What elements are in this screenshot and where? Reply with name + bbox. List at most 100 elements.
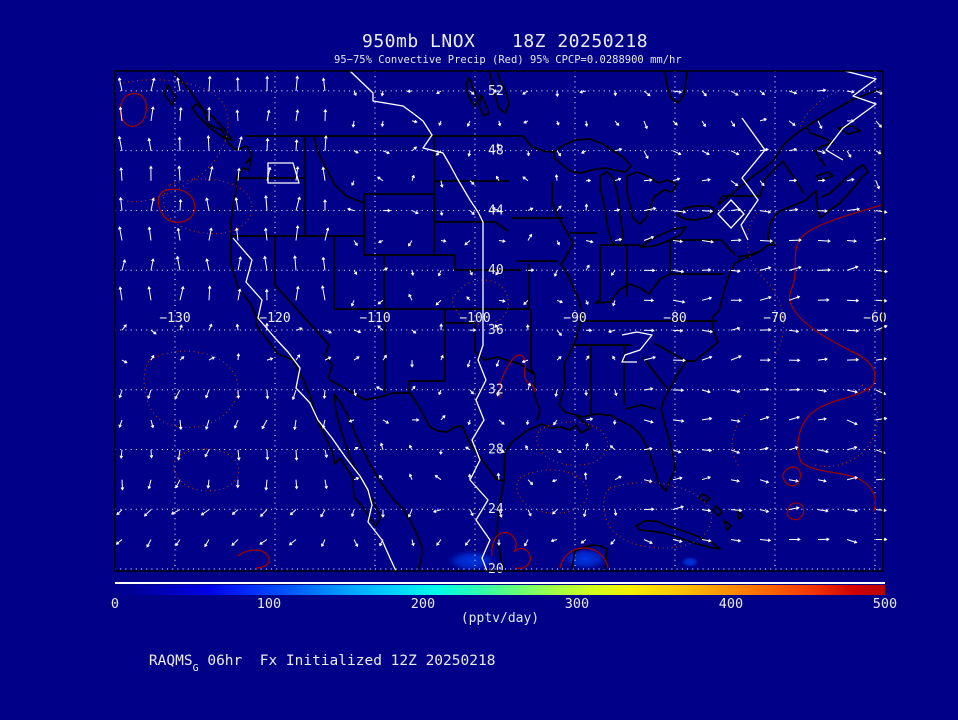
wind-vector bbox=[556, 150, 562, 157]
wind-vector bbox=[466, 359, 471, 368]
wind-vector bbox=[379, 442, 384, 450]
wind-vector bbox=[608, 329, 616, 334]
wind-vector bbox=[759, 358, 771, 362]
lon-tick-label: −100 bbox=[459, 311, 490, 326]
wind-vector bbox=[643, 328, 655, 333]
wind-vector bbox=[555, 90, 560, 98]
wind-vector bbox=[556, 356, 562, 361]
wind-vector bbox=[353, 389, 357, 397]
wind-vector bbox=[179, 285, 185, 301]
wind-vector bbox=[759, 327, 772, 332]
wind-vector bbox=[204, 449, 210, 458]
wind-vector bbox=[580, 539, 587, 544]
wind-vector bbox=[875, 180, 880, 190]
colorbar-tick: 400 bbox=[718, 596, 744, 612]
wind-vector bbox=[170, 509, 181, 515]
wind-vector bbox=[208, 323, 213, 331]
wind-vector bbox=[118, 419, 123, 428]
wind-vector bbox=[208, 356, 216, 361]
wind-vector bbox=[179, 356, 185, 361]
wind-vector bbox=[556, 329, 562, 337]
precip-contour-dotted-layer bbox=[114, 79, 879, 549]
wind-vector bbox=[411, 119, 418, 124]
wind-vector bbox=[553, 270, 558, 277]
wind-vector bbox=[551, 478, 558, 483]
wind-vector bbox=[434, 475, 442, 481]
wind-vector bbox=[846, 119, 855, 123]
lon-tick-label: −90 bbox=[563, 311, 586, 326]
wind-vector bbox=[231, 509, 239, 515]
wind-vector bbox=[730, 449, 741, 454]
wind-vector bbox=[436, 90, 442, 94]
wind-vector bbox=[875, 357, 888, 361]
wind-vector bbox=[496, 389, 500, 397]
wind-vector bbox=[178, 419, 183, 431]
wind-vector bbox=[439, 323, 443, 331]
wind-vector bbox=[263, 227, 268, 241]
wind-vector bbox=[759, 538, 772, 543]
wind-vector bbox=[207, 75, 212, 92]
wind-vector bbox=[788, 387, 801, 392]
model-caption: RAQMSG 06hr Fx Initialized 12Z 20250218 bbox=[114, 637, 496, 688]
wind-vector bbox=[351, 120, 356, 128]
wind-vector bbox=[583, 471, 588, 480]
wind-vector bbox=[119, 449, 124, 459]
wind-vector bbox=[178, 106, 183, 121]
wind-vector bbox=[353, 150, 359, 154]
wind-vector bbox=[817, 88, 827, 93]
wind-vector bbox=[701, 178, 711, 182]
wind-vector bbox=[411, 539, 415, 547]
wind-vector bbox=[410, 270, 415, 277]
wind-vector bbox=[846, 329, 860, 333]
wind-vector bbox=[294, 139, 299, 151]
wind-vector bbox=[672, 388, 685, 393]
wind-vector bbox=[701, 416, 713, 421]
wind-vector bbox=[672, 299, 686, 304]
wind-vector bbox=[235, 479, 240, 489]
wind-vector bbox=[846, 389, 859, 394]
wind-vector bbox=[527, 479, 534, 486]
wind-vector bbox=[178, 198, 183, 211]
wind-vector bbox=[150, 197, 155, 211]
wind-vector bbox=[643, 178, 653, 182]
wind-vector bbox=[467, 150, 472, 157]
wind-vector bbox=[875, 298, 888, 303]
lat-tick-label: 52 bbox=[488, 84, 504, 99]
wind-vector bbox=[643, 419, 654, 424]
title-valid-time: 18Z 20250218 bbox=[512, 31, 649, 52]
wind-vector bbox=[440, 415, 446, 421]
wind-vector bbox=[353, 447, 359, 451]
wind-vector bbox=[584, 120, 589, 128]
wind-vector bbox=[524, 539, 529, 547]
wind-vector bbox=[759, 266, 772, 271]
wind-vector bbox=[495, 270, 500, 276]
wind-vector bbox=[553, 419, 558, 426]
wind-vector bbox=[411, 210, 419, 215]
wind-vector bbox=[321, 256, 326, 271]
wind-vector bbox=[610, 270, 616, 276]
lon-tick-label: −130 bbox=[159, 311, 190, 326]
wind-vector bbox=[788, 415, 801, 421]
wind-vector bbox=[495, 175, 500, 181]
wind-vector bbox=[672, 419, 685, 423]
wind-vector bbox=[788, 178, 798, 183]
wind-vector bbox=[846, 150, 852, 158]
wind-vector bbox=[585, 264, 590, 271]
wind-vector bbox=[522, 176, 529, 182]
wind-vector bbox=[817, 537, 830, 542]
wind-vector bbox=[672, 539, 683, 543]
wind-vector bbox=[556, 205, 562, 211]
wind-vector bbox=[288, 539, 297, 546]
tick-label-layer: 52 48 44 40 36 32 28 24 20 −130 −120 −110 −100 −90 −80… bbox=[159, 84, 886, 577]
wind-vector bbox=[788, 207, 799, 212]
wind-vector bbox=[817, 357, 828, 362]
wind-vector bbox=[527, 233, 533, 241]
wind-vector bbox=[440, 239, 447, 243]
wind-vector bbox=[730, 538, 742, 543]
wind-vector bbox=[788, 446, 799, 451]
wind-vector bbox=[408, 293, 413, 301]
wind-vector bbox=[294, 449, 299, 461]
wind-vector bbox=[672, 239, 684, 244]
wind-vector bbox=[147, 226, 152, 241]
